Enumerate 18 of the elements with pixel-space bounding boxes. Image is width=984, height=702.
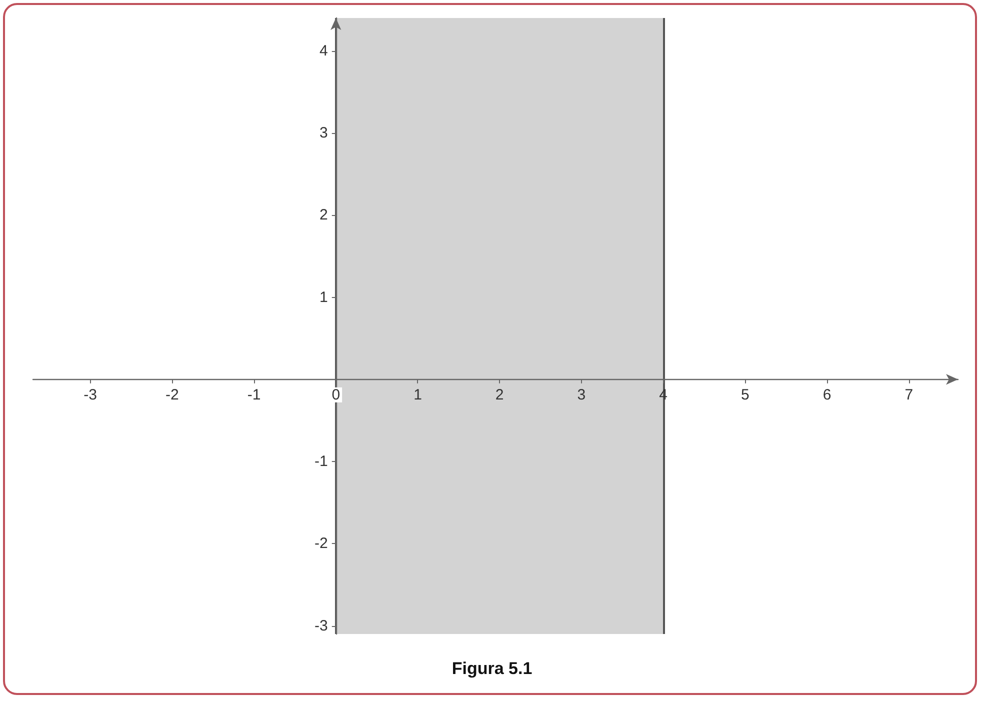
y-tick-label: 2	[320, 206, 328, 224]
x-tick-label: -1	[247, 386, 261, 404]
x-tick-label: 6	[822, 386, 832, 404]
x-tick-label: -3	[84, 386, 97, 404]
y-tick-label: -2	[314, 535, 328, 552]
x-tick-label: 0	[332, 386, 340, 404]
y-tick-label: 1	[320, 288, 328, 306]
y-tick-label: -3	[314, 617, 328, 634]
x-tick-label: 1	[414, 386, 422, 404]
text: Figura 5.1	[452, 659, 532, 678]
y-tick-label: 4	[320, 42, 328, 60]
y-tick-label: -1	[314, 453, 328, 470]
x-tick-label: 7	[904, 386, 914, 404]
x-tick-label: -2	[165, 386, 179, 404]
x-tick-label: 2	[495, 386, 504, 404]
x-tick-label: 5	[740, 386, 750, 404]
y-tick-label: 3	[320, 124, 328, 142]
x-tick-label: 3	[577, 386, 586, 404]
